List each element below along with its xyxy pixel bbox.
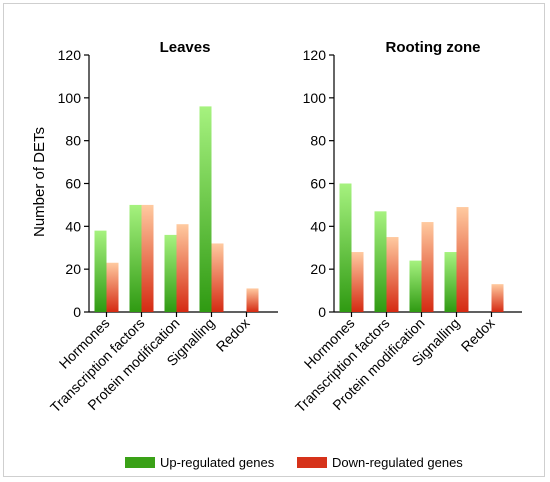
category-label: Redox (213, 315, 253, 355)
y-tick-label: 60 (310, 176, 326, 192)
bar-up-regulated (444, 252, 457, 312)
legend: Up-regulated genes Down-regulated genes (125, 455, 463, 470)
bar-down-regulated (141, 204, 154, 312)
bar-up-regulated (94, 230, 107, 312)
y-tick-label: 80 (310, 133, 326, 149)
figure-frame (3, 3, 545, 477)
y-tick-label: 80 (65, 133, 81, 149)
panel-title: Rooting zone (386, 39, 481, 56)
y-tick-label: 0 (318, 304, 326, 320)
panel-title: Leaves (160, 39, 211, 56)
bar-down-regulated (106, 262, 119, 312)
y-tick-label: 120 (58, 47, 82, 63)
y-tick-label: 0 (73, 304, 81, 320)
bar-down-regulated (456, 207, 469, 312)
y-axis-label: Number of DETs (31, 127, 48, 237)
bar-down-regulated (491, 284, 504, 312)
rooting-zone-panel: Rooting zone 020406080100120HormonesTran… (292, 39, 522, 415)
y-tick-label: 20 (310, 261, 326, 277)
bar-up-regulated (199, 106, 212, 313)
bar-down-regulated (386, 237, 399, 312)
bar-down-regulated (176, 224, 189, 312)
bar-up-regulated (129, 204, 142, 312)
bar-down-regulated (351, 252, 364, 312)
y-tick-label: 100 (303, 90, 327, 106)
y-tick-label: 60 (65, 176, 81, 192)
legend-swatch-down (297, 457, 327, 468)
leaves-panel: Leaves Number of DETs 020406080100120Hor… (31, 39, 278, 415)
bar-up-regulated (164, 234, 177, 312)
bar-down-regulated (421, 222, 434, 312)
y-tick-label: 40 (310, 218, 326, 234)
bar-down-regulated (246, 288, 259, 312)
legend-swatch-up (125, 457, 155, 468)
y-tick-label: 20 (65, 261, 81, 277)
bar-up-regulated (409, 260, 422, 312)
legend-label-down: Down-regulated genes (332, 455, 463, 470)
y-tick-label: 120 (303, 47, 327, 63)
bar-down-regulated (211, 243, 224, 312)
y-tick-label: 40 (65, 218, 81, 234)
y-tick-label: 100 (58, 90, 82, 106)
category-label: Redox (458, 315, 498, 355)
bar-up-regulated (339, 183, 352, 312)
bar-up-regulated (374, 211, 387, 312)
legend-label-up: Up-regulated genes (160, 455, 275, 470)
